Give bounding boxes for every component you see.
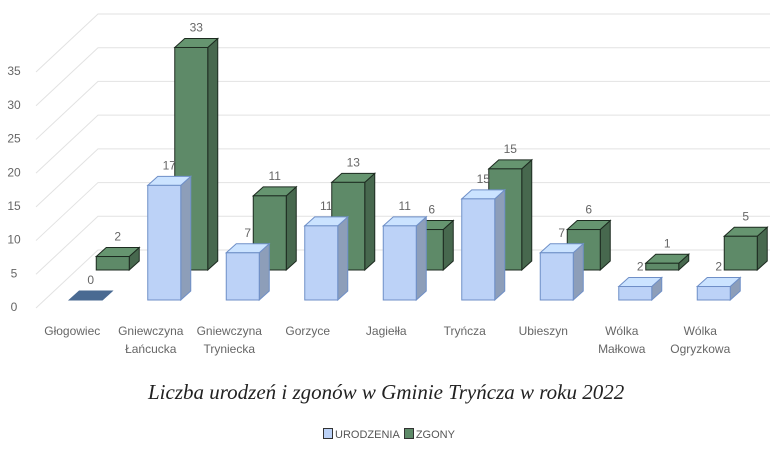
y-tick-label: 30 <box>7 98 21 112</box>
legend: URODZENIA ZGONY <box>0 428 774 441</box>
grid-line <box>35 47 770 107</box>
grid-line <box>35 80 770 140</box>
bar <box>382 225 417 301</box>
chart-title: Liczba urodzeń i zgonów w Gminie Tryńcza… <box>148 380 625 404</box>
bar-side <box>180 175 192 302</box>
value-label: 11 <box>269 169 282 183</box>
value-label: 5 <box>742 209 749 223</box>
value-label: 15 <box>504 142 518 156</box>
y-tick-label: 15 <box>7 199 21 213</box>
bar <box>696 286 731 301</box>
value-label: 0 <box>87 273 94 287</box>
bar-top <box>67 290 114 301</box>
x-tick-label: Wólka Małkowa <box>598 324 646 356</box>
bar <box>304 225 339 301</box>
value-label: 17 <box>163 159 177 173</box>
bar-side <box>364 172 376 272</box>
grid-line <box>35 215 770 275</box>
value-label: 11 <box>399 199 412 213</box>
bar-side <box>337 215 349 302</box>
bar <box>618 286 653 301</box>
bar <box>539 252 574 301</box>
x-tick-label: Gniewczyna Łańcucka <box>118 324 184 356</box>
value-label: 1 <box>664 236 671 250</box>
x-tick-label: Tryńcza <box>443 324 486 338</box>
bar <box>645 262 680 271</box>
bar <box>461 198 496 301</box>
y-tick-label: 25 <box>7 132 21 146</box>
value-label: 15 <box>477 172 491 186</box>
x-tick-label: Jagiełła <box>365 324 407 338</box>
value-label: 33 <box>190 21 204 35</box>
y-tick-label: 20 <box>7 165 21 179</box>
x-tick-label: Gorzyce <box>285 324 331 338</box>
x-tick-label: Ubieszyn <box>518 324 568 338</box>
bar <box>225 252 260 301</box>
value-label: 7 <box>244 226 251 240</box>
value-label: 6 <box>428 203 435 217</box>
x-tick-label: Wólka Ogryzkowa <box>670 324 731 356</box>
grid-line <box>35 182 770 241</box>
y-tick-label: 35 <box>7 64 21 78</box>
bar-side <box>415 215 427 302</box>
value-label: 2 <box>715 260 722 274</box>
value-label: 7 <box>558 226 565 240</box>
bar <box>95 256 130 271</box>
y-tick-label: 10 <box>7 233 21 247</box>
bar-side <box>494 188 506 302</box>
value-label: 13 <box>347 156 361 170</box>
legend-swatch <box>403 428 414 439</box>
y-tick-label: 5 <box>11 266 18 280</box>
x-tick-label: Gniewczyna Tryniecka <box>196 324 262 356</box>
bar-side <box>521 158 533 272</box>
value-label: 2 <box>637 260 644 274</box>
x-tick-label: Głogowiec <box>44 324 101 338</box>
grid-line <box>35 13 770 73</box>
grid-line <box>35 114 770 174</box>
bar-side <box>207 37 219 272</box>
y-tick-label: 0 <box>11 300 18 314</box>
legend-label: ZGONY <box>415 429 455 441</box>
bar-side <box>285 185 297 272</box>
grid-line <box>35 148 770 208</box>
value-label: 6 <box>585 203 592 217</box>
bar-side <box>258 242 270 302</box>
value-label: 11 <box>320 199 333 213</box>
bar-side <box>572 242 584 302</box>
bar <box>723 235 758 271</box>
legend-label: URODZENIA <box>335 429 400 441</box>
bar <box>147 184 182 301</box>
legend-swatch <box>323 428 334 439</box>
value-label: 2 <box>114 230 121 244</box>
